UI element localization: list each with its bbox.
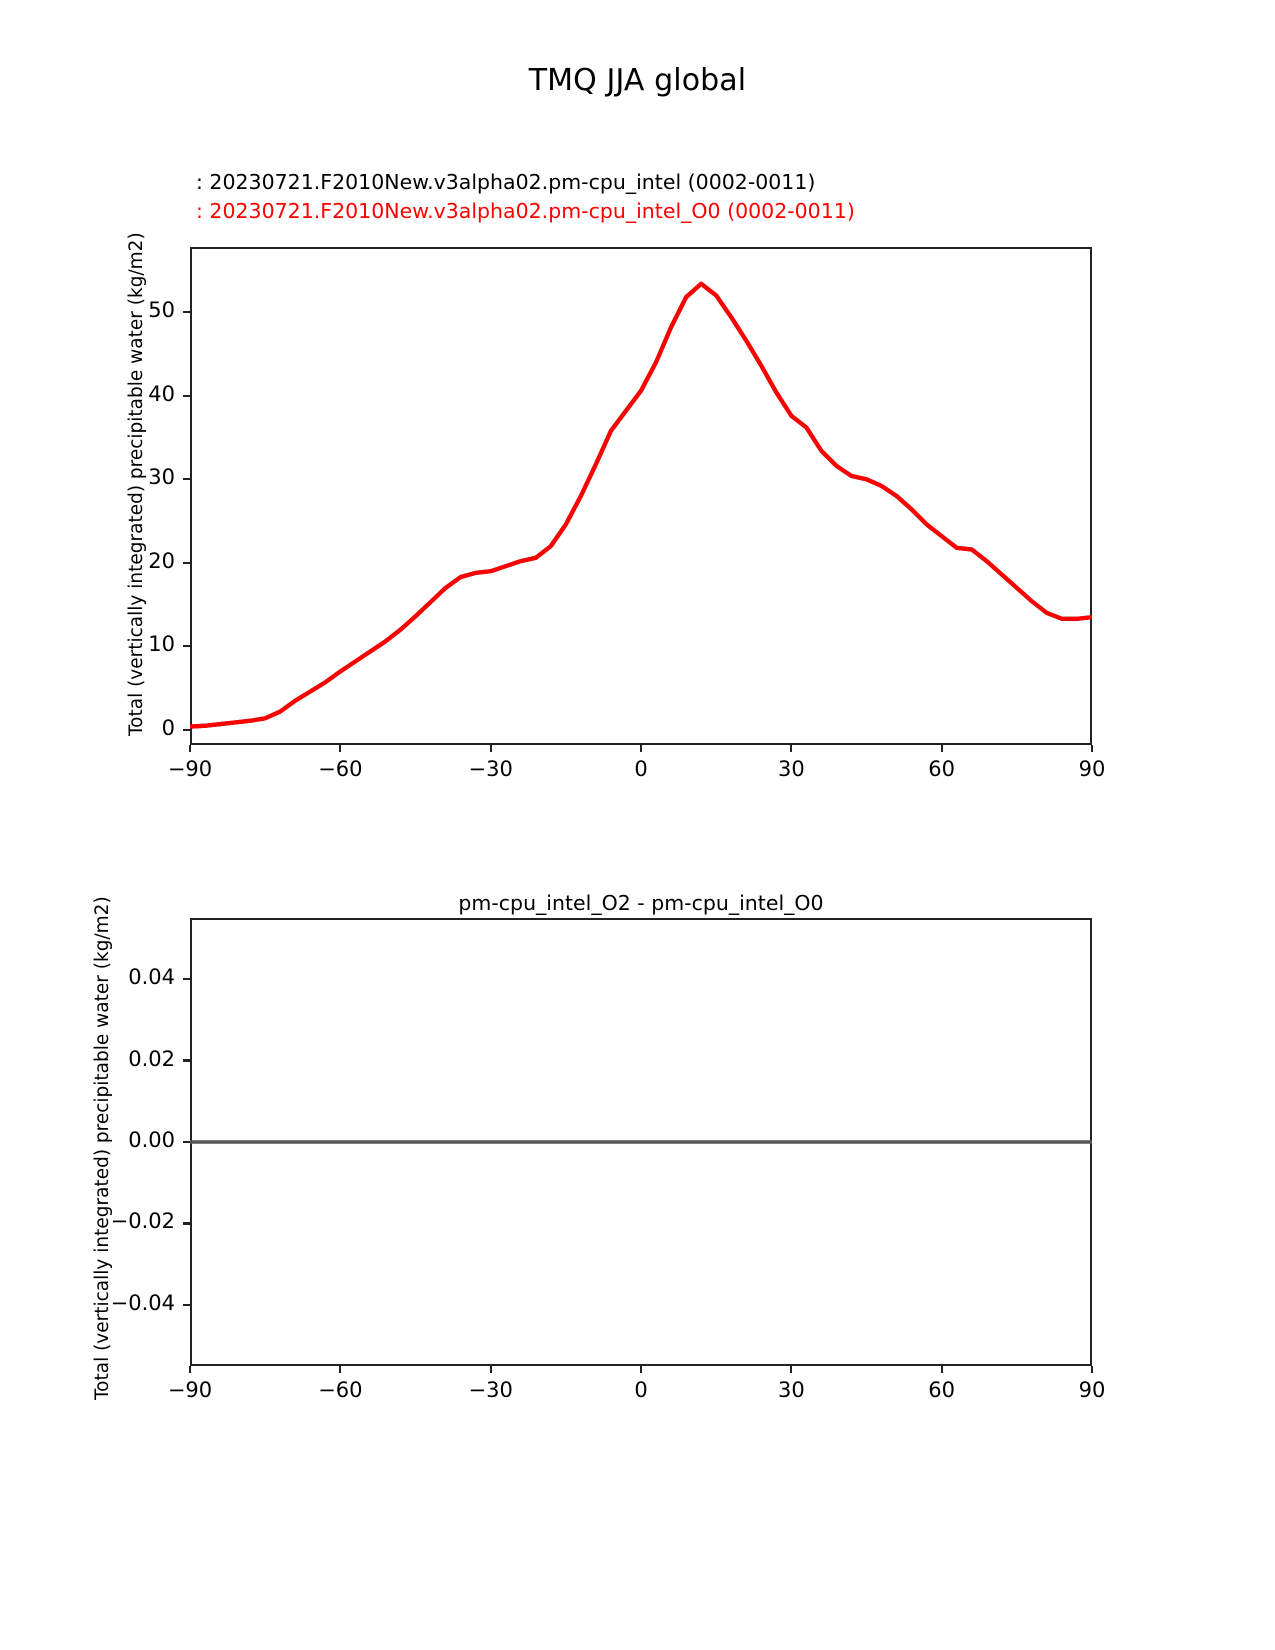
top-plot-panel (190, 247, 1092, 745)
top-x-axis-tick-label: 30 (731, 757, 851, 781)
bottom-plot-title: pm-cpu_intel_O2 - pm-cpu_intel_O0 (190, 891, 1092, 915)
top-x-axis-tick-mark (339, 745, 341, 752)
bottom-plot-panel (190, 918, 1092, 1366)
bottom-y-axis-tick-mark (183, 978, 190, 980)
bottom-y-axis-tick-mark (183, 1222, 190, 1224)
bottom-y-axis-tick-label: 0.00 (83, 1128, 175, 1152)
bottom-x-axis-tick-label: 30 (731, 1378, 851, 1402)
bottom-plot-curves (190, 918, 1092, 1366)
page-title: TMQ JJA global (0, 63, 1275, 98)
bottom-x-axis-tick-label: 90 (1032, 1378, 1152, 1402)
top-x-axis-tick-mark (189, 745, 191, 752)
figure-canvas: TMQ JJA global : 20230721.F2010New.v3alp… (0, 0, 1275, 1650)
top-x-axis-tick-label: −90 (130, 757, 250, 781)
bottom-x-axis-tick-mark (941, 1366, 943, 1373)
bottom-y-axis-tick-mark (183, 1141, 190, 1143)
top-x-axis-tick-label: 0 (581, 757, 701, 781)
top-x-axis-tick-label: 60 (882, 757, 1002, 781)
bottom-y-axis-tick-label: 0.04 (83, 965, 175, 989)
bottom-x-axis-tick-label: −30 (431, 1378, 551, 1402)
bottom-x-axis-tick-label: 0 (581, 1378, 701, 1402)
bottom-y-axis-tick-label: −0.04 (83, 1291, 175, 1315)
legend-entry-series2: : 20230721.F2010New.v3alpha02.pm-cpu_int… (196, 197, 1096, 226)
bottom-x-axis-tick-label: −90 (130, 1378, 250, 1402)
bottom-x-axis-tick-mark (189, 1366, 191, 1373)
top-y-axis-tick-label: 0 (83, 716, 175, 740)
top-x-axis-tick-mark (1091, 745, 1093, 752)
top-x-axis-tick-label: −60 (280, 757, 400, 781)
top-y-axis-tick-label: 10 (83, 632, 175, 656)
bottom-y-axis-tick-mark (183, 1059, 190, 1061)
bottom-x-axis-tick-label: 60 (882, 1378, 1002, 1402)
top-y-axis-tick-mark (183, 311, 190, 313)
top-plot-curves (190, 247, 1092, 745)
top-x-axis-tick-label: 90 (1032, 757, 1152, 781)
series-line-black (190, 284, 1092, 727)
bottom-x-axis-tick-mark (640, 1366, 642, 1373)
bottom-x-axis-tick-mark (339, 1366, 341, 1373)
top-y-axis-tick-label: 40 (83, 382, 175, 406)
top-x-axis-tick-mark (640, 745, 642, 752)
top-y-axis-tick-mark (183, 395, 190, 397)
bottom-x-axis-tick-mark (790, 1366, 792, 1373)
top-x-axis-tick-label: −30 (431, 757, 551, 781)
top-x-axis-tick-mark (941, 745, 943, 752)
bottom-x-axis-tick-mark (1091, 1366, 1093, 1373)
series-line-red (190, 284, 1092, 727)
top-x-axis-tick-mark (790, 745, 792, 752)
legend-entry-series1: : 20230721.F2010New.v3alpha02.pm-cpu_int… (196, 168, 1096, 197)
bottom-y-axis-tick-mark (183, 1304, 190, 1306)
bottom-y-axis-tick-label: 0.02 (83, 1047, 175, 1071)
top-y-axis-tick-mark (183, 645, 190, 647)
bottom-y-axis-tick-label: −0.02 (83, 1209, 175, 1233)
bottom-x-axis-tick-label: −60 (280, 1378, 400, 1402)
top-y-axis-tick-mark (183, 562, 190, 564)
top-y-axis-tick-label: 20 (83, 549, 175, 573)
top-y-axis-tick-mark (183, 729, 190, 731)
top-y-axis-tick-mark (183, 478, 190, 480)
top-y-axis-tick-label: 50 (83, 298, 175, 322)
legend: : 20230721.F2010New.v3alpha02.pm-cpu_int… (196, 168, 1096, 226)
top-x-axis-tick-mark (490, 745, 492, 752)
top-y-axis-tick-label: 30 (83, 465, 175, 489)
bottom-x-axis-tick-mark (490, 1366, 492, 1373)
